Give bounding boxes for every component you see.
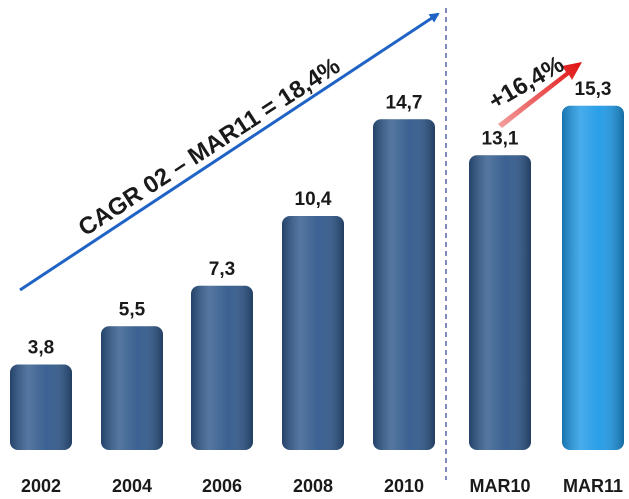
bar-shine bbox=[10, 364, 72, 450]
x-tick-label: MAR10 bbox=[469, 476, 530, 496]
bar-shine bbox=[101, 326, 163, 450]
value-label: 15,3 bbox=[575, 79, 612, 100]
value-label: 7,3 bbox=[209, 259, 235, 280]
value-label: 5,5 bbox=[119, 299, 146, 320]
value-label: 10,4 bbox=[295, 189, 332, 210]
bar-shine bbox=[373, 119, 435, 450]
x-tick-label: 2004 bbox=[112, 476, 152, 496]
value-label: 13,1 bbox=[482, 128, 519, 149]
value-label: 14,7 bbox=[386, 92, 423, 113]
cagr-annotation: CAGR 02 – MAR11 = 18,4% bbox=[74, 52, 345, 241]
bar-shine bbox=[282, 216, 344, 450]
bar-shine bbox=[191, 285, 253, 450]
value-label: 3,8 bbox=[28, 338, 54, 359]
bar-shine bbox=[562, 105, 624, 450]
x-tick-label: MAR11 bbox=[563, 476, 623, 496]
x-tick-label: 2010 bbox=[384, 476, 424, 496]
growth-arrow bbox=[498, 62, 582, 128]
cagr-arrow bbox=[19, 12, 440, 292]
x-tick-label: 2008 bbox=[293, 476, 333, 496]
bar-shine bbox=[469, 155, 531, 450]
x-tick-label: 2006 bbox=[202, 476, 242, 496]
x-tick-label: 2002 bbox=[21, 476, 61, 496]
